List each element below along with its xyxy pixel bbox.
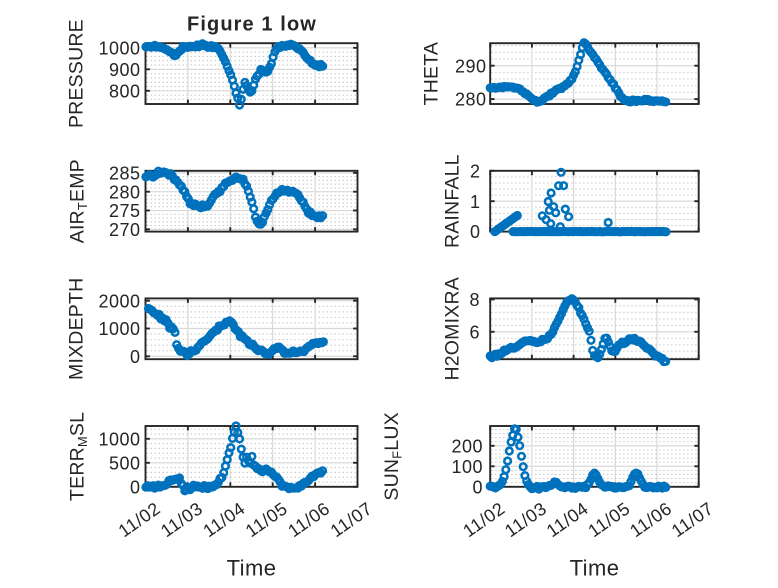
svg-text:0: 0 bbox=[130, 347, 141, 367]
svg-text:280: 280 bbox=[455, 90, 487, 110]
svg-text:SUNF​LUX: SUNF​LUX bbox=[381, 412, 405, 500]
svg-text:270: 270 bbox=[109, 220, 141, 240]
svg-text:H2OMIXRA: H2OMIXRA bbox=[442, 277, 464, 380]
svg-text:8: 8 bbox=[469, 290, 480, 310]
svg-text:280: 280 bbox=[109, 182, 141, 202]
svg-text:RAINFALL: RAINFALL bbox=[442, 154, 464, 248]
svg-text:0: 0 bbox=[470, 222, 481, 242]
svg-text:285: 285 bbox=[109, 164, 141, 184]
svg-text:0: 0 bbox=[130, 477, 141, 497]
svg-text:TERRM​SL: TERRM​SL bbox=[67, 412, 91, 501]
svg-text:1000: 1000 bbox=[98, 38, 140, 58]
svg-text:2000: 2000 bbox=[98, 291, 140, 311]
svg-text:800: 800 bbox=[109, 81, 141, 101]
svg-text:275: 275 bbox=[109, 201, 141, 221]
svg-text:500: 500 bbox=[109, 453, 141, 473]
svg-text:1: 1 bbox=[470, 192, 481, 212]
svg-text:290: 290 bbox=[455, 56, 487, 76]
svg-text:100: 100 bbox=[451, 457, 483, 477]
svg-text:1000: 1000 bbox=[98, 429, 140, 449]
svg-text:PRESSURE: PRESSURE bbox=[66, 19, 88, 128]
svg-text:1000: 1000 bbox=[98, 319, 140, 339]
svg-text:THETA: THETA bbox=[421, 42, 443, 105]
svg-text:Figure 1 low: Figure 1 low bbox=[187, 14, 317, 36]
svg-text:6: 6 bbox=[469, 322, 480, 342]
svg-text:AIRT​EMP: AIRT​EMP bbox=[67, 159, 91, 243]
svg-text:Time: Time bbox=[570, 556, 620, 581]
svg-text:200: 200 bbox=[451, 436, 483, 456]
svg-text:MIXDEPTH: MIXDEPTH bbox=[66, 278, 88, 380]
svg-text:Time: Time bbox=[227, 556, 277, 581]
svg-text:0: 0 bbox=[472, 477, 483, 497]
svg-text:2: 2 bbox=[470, 161, 481, 181]
svg-text:900: 900 bbox=[109, 60, 141, 80]
